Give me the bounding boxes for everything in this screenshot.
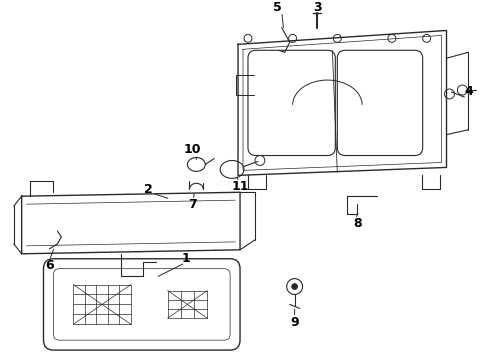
Text: 1: 1 xyxy=(181,252,190,265)
FancyBboxPatch shape xyxy=(337,50,423,156)
Ellipse shape xyxy=(220,161,244,178)
Text: 9: 9 xyxy=(290,316,299,329)
Text: 10: 10 xyxy=(184,143,201,156)
Text: 4: 4 xyxy=(464,85,473,99)
Ellipse shape xyxy=(188,158,205,171)
FancyBboxPatch shape xyxy=(53,269,230,340)
Text: 2: 2 xyxy=(145,183,153,196)
Circle shape xyxy=(292,284,297,289)
Text: 7: 7 xyxy=(188,198,197,211)
Text: 3: 3 xyxy=(313,1,322,14)
Text: 5: 5 xyxy=(273,1,282,14)
FancyBboxPatch shape xyxy=(44,259,240,350)
Text: 8: 8 xyxy=(353,216,362,230)
FancyBboxPatch shape xyxy=(248,50,335,156)
Text: 11: 11 xyxy=(231,180,249,193)
Text: 6: 6 xyxy=(45,259,54,272)
